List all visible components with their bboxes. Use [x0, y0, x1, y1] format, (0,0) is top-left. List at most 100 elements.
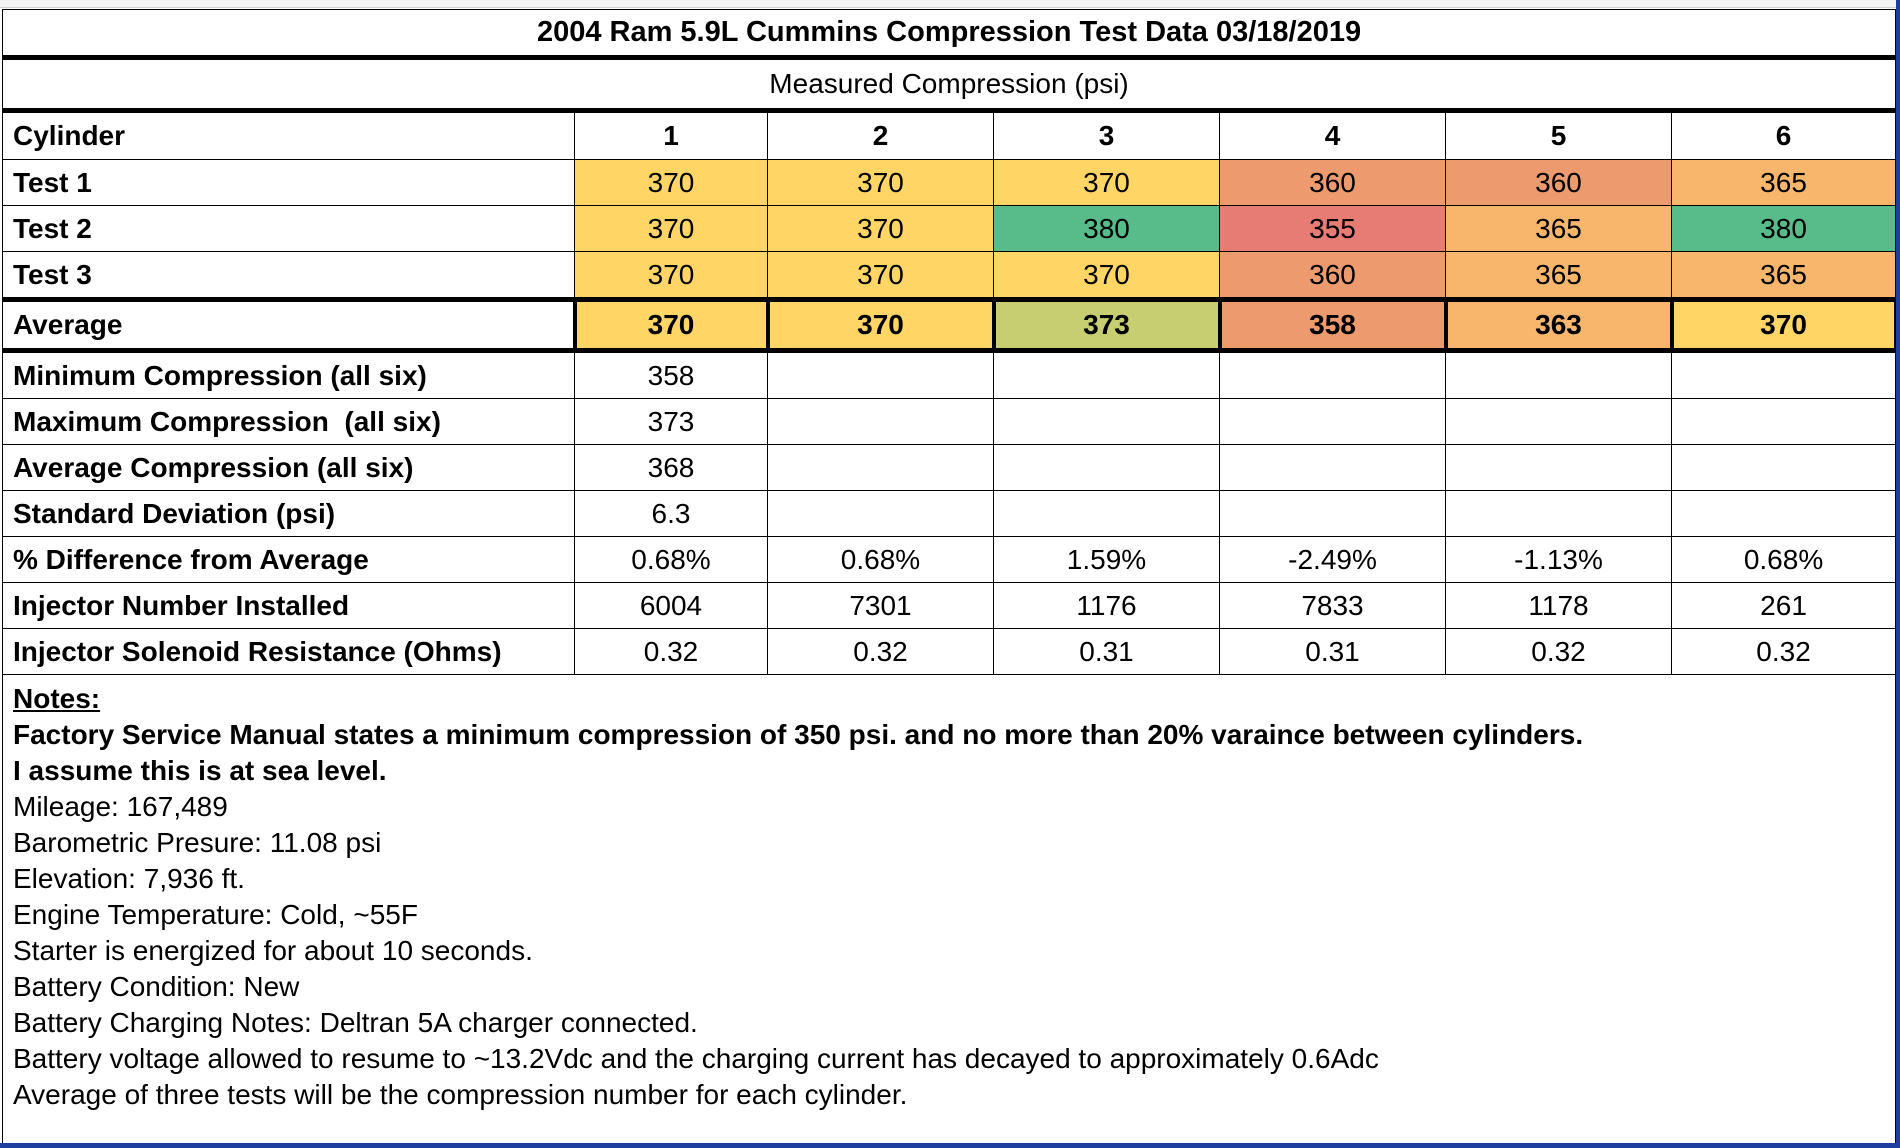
value-cell[interactable] [1670, 444, 1897, 491]
row-label[interactable]: Injector Number Installed [2, 582, 575, 629]
value-cell[interactable]: 7301 [767, 582, 994, 629]
value-cell[interactable]: 7833 [1219, 582, 1446, 629]
value-cell[interactable]: 368 [574, 444, 768, 491]
value-cell[interactable]: 0.68% [767, 536, 994, 583]
stat-row-pct-diff: % Difference from Average 0.68% 0.68% 1.… [2, 536, 1897, 583]
notes-line: I assume this is at sea level. [13, 755, 387, 786]
cylinder-header-3[interactable]: 3 [993, 110, 1220, 160]
row-label[interactable]: Average [2, 297, 575, 353]
value-cell[interactable] [993, 398, 1220, 445]
value-cell[interactable] [1670, 490, 1897, 537]
table-subtitle[interactable]: Measured Compression (psi) [1, 57, 1897, 113]
value-cell[interactable]: 1.59% [993, 536, 1220, 583]
notes-line: Battery Condition: New [13, 971, 300, 1002]
row-label[interactable]: Average Compression (all six) [2, 444, 575, 491]
value-cell[interactable]: 0.32 [767, 628, 994, 675]
row-label[interactable]: Test 2 [2, 205, 575, 252]
value-cell[interactable]: 370 [574, 251, 768, 300]
value-cell[interactable]: 360 [1219, 159, 1446, 206]
value-cell[interactable]: 370 [993, 251, 1220, 300]
row-label[interactable]: Minimum Compression (all six) [2, 350, 575, 399]
value-cell[interactable] [993, 444, 1220, 491]
value-cell[interactable]: 6.3 [574, 490, 768, 537]
value-cell[interactable] [993, 490, 1220, 537]
value-cell[interactable] [767, 490, 994, 537]
row-label[interactable]: Maximum Compression (all six) [2, 398, 575, 445]
cylinder-header-6[interactable]: 6 [1670, 110, 1897, 160]
value-cell[interactable]: 0.32 [1445, 628, 1672, 675]
value-cell[interactable]: 360 [1219, 251, 1446, 300]
row-label[interactable]: Injector Solenoid Resistance (Ohms) [2, 628, 575, 675]
value-cell[interactable]: 373 [574, 398, 768, 445]
row-label[interactable]: Standard Deviation (psi) [2, 490, 575, 537]
value-cell[interactable]: 0.68% [574, 536, 768, 583]
value-cell[interactable] [767, 398, 994, 445]
average-cell[interactable]: 358 [1217, 297, 1448, 353]
value-cell[interactable]: 370 [767, 159, 994, 206]
value-cell[interactable] [1219, 444, 1446, 491]
value-cell[interactable] [767, 350, 994, 399]
cylinder-header-2[interactable]: 2 [767, 110, 994, 160]
value-cell[interactable]: 370 [767, 251, 994, 300]
value-cell[interactable] [1445, 398, 1672, 445]
value-cell[interactable] [1670, 398, 1897, 445]
value-cell[interactable]: 370 [574, 159, 768, 206]
notes-line: Battery voltage allowed to resume to ~13… [13, 1043, 1379, 1074]
value-cell[interactable]: 355 [1219, 205, 1446, 252]
value-cell[interactable] [1670, 350, 1897, 399]
value-cell[interactable] [993, 350, 1220, 399]
value-cell[interactable]: 0.31 [993, 628, 1220, 675]
column-header-strip [0, 0, 1900, 8]
value-cell[interactable]: 365 [1670, 251, 1897, 300]
value-cell[interactable] [1445, 350, 1672, 399]
value-cell[interactable]: 365 [1445, 251, 1672, 300]
value-cell[interactable]: 0.32 [574, 628, 768, 675]
average-cell[interactable]: 363 [1443, 297, 1674, 353]
cylinder-header-1[interactable]: 1 [574, 110, 768, 160]
value-cell[interactable]: 261 [1670, 582, 1897, 629]
value-cell[interactable] [1219, 398, 1446, 445]
row-label[interactable]: Test 1 [2, 159, 575, 206]
value-cell[interactable]: 358 [574, 350, 768, 399]
test-row-3: Test 3 370 370 370 360 365 365 [2, 251, 1897, 300]
value-cell[interactable]: 365 [1445, 205, 1672, 252]
value-cell[interactable]: 1178 [1445, 582, 1672, 629]
selection-border-right [1896, 0, 1900, 1148]
cylinder-label[interactable]: Cylinder [2, 110, 575, 160]
value-cell[interactable]: 0.32 [1670, 628, 1897, 675]
value-cell[interactable]: 380 [1670, 205, 1897, 252]
average-cell[interactable]: 370 [765, 297, 996, 353]
average-cell[interactable]: 370 [1669, 297, 1898, 353]
value-cell[interactable]: 370 [767, 205, 994, 252]
value-cell[interactable] [767, 444, 994, 491]
value-cell[interactable]: -1.13% [1445, 536, 1672, 583]
row-label[interactable]: % Difference from Average [2, 536, 575, 583]
value-cell[interactable]: 1176 [993, 582, 1220, 629]
value-cell[interactable]: 365 [1670, 159, 1897, 206]
value-cell[interactable]: 0.68% [1670, 536, 1897, 583]
cylinder-header-5[interactable]: 5 [1445, 110, 1672, 160]
value-cell[interactable]: 0.31 [1219, 628, 1446, 675]
value-cell[interactable] [1445, 490, 1672, 537]
cylinder-header-4[interactable]: 4 [1219, 110, 1446, 160]
notes-line: Battery Charging Notes: Deltran 5A charg… [13, 1007, 698, 1038]
value-cell[interactable] [1219, 490, 1446, 537]
value-cell[interactable] [1445, 444, 1672, 491]
average-cell[interactable]: 373 [991, 297, 1222, 353]
value-cell[interactable]: 380 [993, 205, 1220, 252]
value-cell[interactable]: -2.49% [1219, 536, 1446, 583]
notes-cell[interactable]: Notes: Factory Service Manual states a m… [1, 674, 1897, 1144]
stat-row-avg: Average Compression (all six) 368 [2, 444, 1897, 491]
value-cell[interactable] [1219, 350, 1446, 399]
notes-line: Starter is energized for about 10 second… [13, 935, 533, 966]
value-cell[interactable]: 6004 [574, 582, 768, 629]
value-cell[interactable]: 360 [1445, 159, 1672, 206]
value-cell[interactable]: 370 [574, 205, 768, 252]
row-label[interactable]: Test 3 [2, 251, 575, 300]
notes-line: Barometric Presure: 11.08 psi [13, 827, 382, 858]
value-cell[interactable]: 370 [993, 159, 1220, 206]
table-title[interactable]: 2004 Ram 5.9L Cummins Compression Test D… [1, 9, 1897, 60]
average-cell[interactable]: 370 [572, 297, 770, 353]
stat-row-injector-number: Injector Number Installed 6004 7301 1176… [2, 582, 1897, 629]
